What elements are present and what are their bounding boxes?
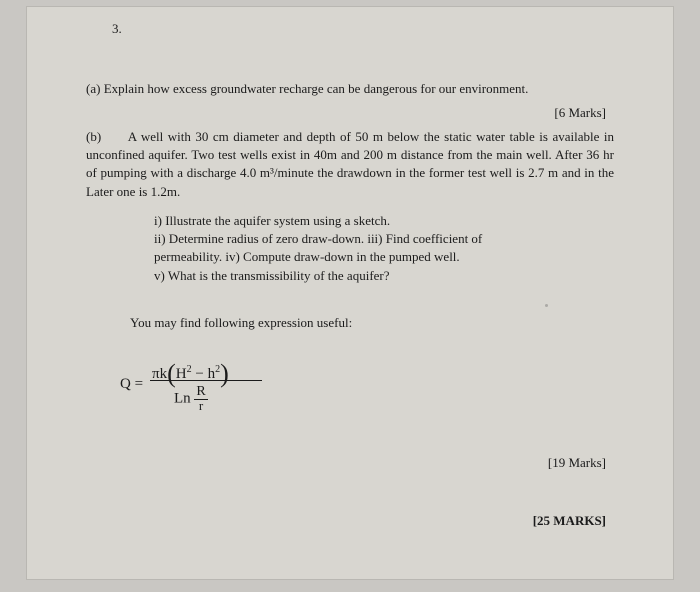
formula-numerator: πk(H2 − h2) bbox=[152, 352, 229, 388]
part-a-text: Explain how excess groundwater recharge … bbox=[104, 81, 529, 96]
part-b: (b) A well with 30 cm diameter and depth… bbox=[86, 128, 614, 201]
H-exp: 2 bbox=[187, 364, 192, 375]
speck-icon bbox=[545, 304, 548, 307]
question-number: 3. bbox=[112, 20, 122, 38]
document-page: 3. (a) Explain how excess groundwater re… bbox=[26, 6, 674, 580]
part-a-marks: [6 Marks] bbox=[554, 104, 606, 122]
part-b-text: A well with 30 cm diameter and depth of … bbox=[86, 129, 614, 199]
sub-iii: permeability. iv) Compute draw-down in t… bbox=[154, 248, 556, 266]
formula: Q = πk(H2 − h2) Ln R r bbox=[120, 346, 320, 420]
rparen-icon: ) bbox=[220, 359, 229, 388]
useful-expression-label: You may find following expression useful… bbox=[130, 314, 352, 332]
formula-lhs: Q = bbox=[120, 374, 143, 395]
sub-ii: ii) Determine radius of zero draw-down. … bbox=[154, 230, 556, 248]
part-a: (a) Explain how excess groundwater recha… bbox=[86, 80, 614, 98]
part-b-marks: [19 Marks] bbox=[548, 454, 606, 472]
part-b-label: (b) bbox=[86, 129, 101, 144]
R-over-r: R r bbox=[194, 384, 207, 414]
fraction-bar-icon bbox=[150, 380, 262, 381]
page-content: 3. (a) Explain how excess groundwater re… bbox=[44, 14, 656, 574]
total-marks: [25 MARKS] bbox=[533, 512, 606, 530]
part-a-label: (a) bbox=[86, 81, 100, 96]
r: r bbox=[199, 398, 203, 413]
ln: Ln bbox=[174, 390, 191, 406]
part-b-subparts: i) Illustrate the aquifer system using a… bbox=[154, 212, 556, 285]
sub-v: v) What is the transmissibility of the a… bbox=[154, 267, 556, 285]
formula-denominator: Ln R r bbox=[174, 384, 208, 414]
sub-i: i) Illustrate the aquifer system using a… bbox=[154, 212, 556, 230]
